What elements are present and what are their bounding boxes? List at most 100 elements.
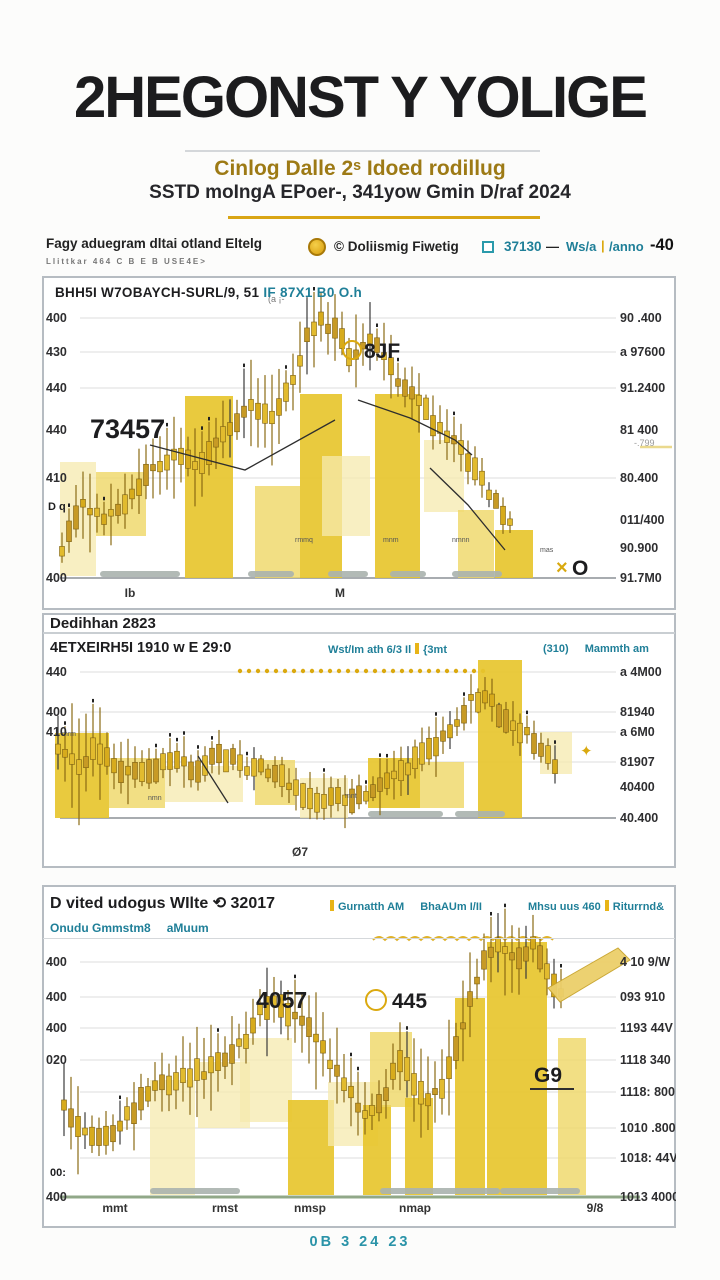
candle-body (87, 508, 93, 516)
x-axis-label: nmap (399, 1201, 431, 1215)
highlight-block (322, 456, 370, 536)
candle-body (167, 752, 173, 770)
candle-body (230, 748, 236, 765)
candle-body (552, 759, 558, 774)
candle-body (206, 441, 212, 465)
candle-body (124, 1106, 130, 1121)
candle-body (164, 454, 170, 471)
y-axis-label-right: 90 .400 (620, 311, 662, 325)
candle-body (292, 1011, 298, 1020)
annotation-circle (342, 340, 362, 360)
candle-body (122, 494, 128, 515)
x-axis-label: rmst (212, 1201, 238, 1215)
candle-body (432, 1088, 438, 1095)
candle-body (356, 785, 362, 805)
chart3-title: D vited udogus WIlte ⟲ 32017 (50, 895, 276, 912)
candle-body (171, 448, 177, 461)
legend-range-end: /anno (609, 239, 644, 254)
candle-body (523, 946, 529, 962)
chart3-legend-right: Mhsu uus 460 Riturrnd& (528, 900, 664, 913)
candle-body (216, 743, 222, 764)
chart3-panel: 4057 445 G9 00: 400 4 10 9/W 400 093 910 400 1193… (42, 885, 676, 1228)
tick-mark (323, 768, 325, 772)
candle-body (76, 759, 82, 775)
candle-body (388, 357, 394, 376)
candle-body (363, 791, 369, 802)
candle-body (426, 737, 432, 760)
gold-dot (237, 668, 243, 674)
candle-body (94, 507, 100, 517)
candle-body (285, 1002, 291, 1027)
candle-body (391, 770, 397, 780)
chart2-pretitle: Dedihhan 2823 (50, 615, 156, 632)
candle-body (348, 1085, 354, 1099)
gold-dot (363, 668, 369, 674)
legend-dot-label: © Doliismig Fiwetig (334, 239, 459, 254)
candle-body (59, 546, 65, 557)
chart2-legend-center: Wst/Im ath 6/3 Il {3mt (328, 643, 447, 656)
candle-body (409, 386, 415, 400)
highlight-block (424, 440, 464, 512)
candle-body (416, 394, 422, 406)
candle-body (90, 737, 96, 760)
candle-body (509, 952, 515, 961)
candle-body (370, 784, 376, 798)
candle-body (265, 768, 271, 779)
candle-body (89, 1126, 95, 1146)
candles (55, 674, 558, 829)
candle-body (264, 996, 270, 1020)
candle-body (412, 746, 418, 770)
annotation-text: × (556, 557, 568, 579)
candle-body (545, 745, 551, 764)
y-axis-label-right: a 4M00 (620, 665, 662, 679)
tick-mark (183, 731, 185, 735)
candle-body (320, 1040, 326, 1054)
highlight-block (288, 1100, 334, 1195)
tick-mark (92, 698, 94, 703)
y-axis-label-right: a 6M0 (620, 725, 655, 739)
volume-hump (150, 1188, 240, 1194)
candle-body (321, 794, 327, 809)
candle-body (117, 1120, 123, 1132)
candle-body (96, 1128, 102, 1146)
annotation-text: -.799 (634, 438, 655, 448)
y-axis-label-right: 1018: 44V (620, 1151, 676, 1165)
candle-body (103, 1125, 109, 1146)
candle-body (241, 405, 247, 418)
candle-body (460, 1022, 466, 1030)
candle-body (129, 488, 135, 500)
annotations: 4057 445 G9 00: (50, 947, 631, 1179)
trendline (429, 467, 506, 551)
candle-body (447, 724, 453, 739)
tick-mark (554, 740, 556, 744)
gold-dot (417, 668, 423, 674)
candle-body (531, 733, 537, 754)
teal-square-icon (482, 241, 494, 253)
x-axis-label: nmsp (294, 1201, 326, 1215)
tick-mark (217, 1028, 219, 1032)
tick-mark (155, 743, 157, 748)
annotation-text: mrm (62, 731, 76, 738)
x-axis-label: Ib (125, 586, 136, 600)
candle-body (185, 449, 191, 469)
chart3-legend-b: BhaAUm I/II (420, 901, 482, 913)
volume-hump (248, 571, 294, 577)
highlight-block (458, 510, 494, 578)
candle-body (381, 352, 387, 360)
chart3-legend-right-b: Riturrnd& (612, 901, 665, 913)
candles (61, 903, 564, 1175)
y-axis-label-left: 430 (46, 345, 67, 359)
candle-body (101, 513, 107, 525)
tick-mark (463, 692, 465, 696)
chart2-panel: ✦ mrm nmn mnt 440 a 4M00 400 81940 410 a 6M0 81907… (42, 613, 676, 868)
volume-hump (500, 1188, 580, 1194)
candle-body (174, 750, 180, 769)
candle-body (530, 936, 536, 950)
gold-dot (300, 668, 306, 674)
trendline (149, 419, 336, 471)
legend-left-subtext: Llittkar 464 C B E B USE4E> (46, 257, 207, 266)
volume-hump (328, 571, 368, 577)
candle-body (500, 505, 506, 525)
candle-body (405, 762, 411, 776)
